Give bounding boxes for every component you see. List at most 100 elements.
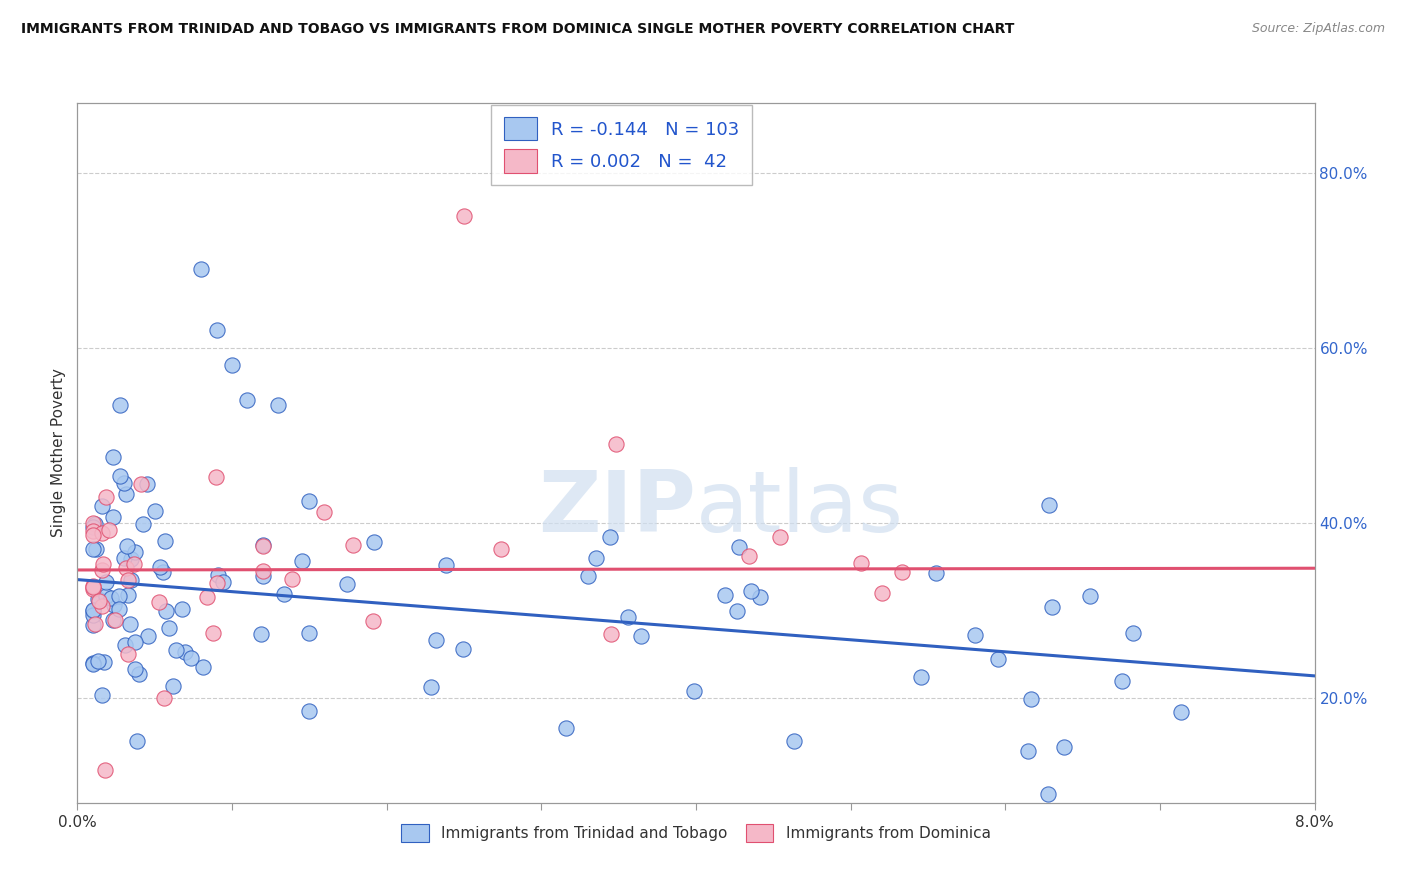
Point (143, 504, 166, 518)
Point (127, 734, 149, 748)
Point (115, 539, 138, 553)
Point (738, 549, 761, 564)
Point (298, 494, 321, 508)
Point (101, 450, 124, 464)
Text: ZIP: ZIP (538, 467, 696, 550)
Point (118, 617, 141, 632)
Point (600, 627, 623, 641)
Point (82, 516, 104, 531)
Point (236, 393, 259, 408)
Point (576, 569, 599, 583)
Point (148, 595, 170, 609)
Point (136, 629, 159, 643)
Point (280, 572, 302, 586)
Point (298, 704, 321, 718)
Point (249, 627, 271, 641)
Point (114, 638, 136, 652)
Point (104, 613, 127, 627)
Point (267, 398, 290, 412)
Point (165, 643, 187, 657)
Point (987, 651, 1010, 665)
Point (273, 587, 295, 601)
Point (91, 558, 114, 572)
Point (683, 683, 706, 698)
Point (128, 667, 150, 681)
Point (117, 573, 139, 587)
Point (555, 721, 578, 735)
Point (434, 558, 457, 572)
Point (599, 530, 621, 544)
Point (82, 617, 104, 632)
Point (1078, 589, 1101, 603)
Point (82, 602, 104, 616)
Point (91, 688, 114, 702)
Point (87, 654, 110, 668)
Point (82, 578, 104, 592)
Point (202, 626, 225, 640)
Point (1122, 625, 1144, 640)
Point (91, 599, 114, 614)
Point (90, 499, 112, 513)
Point (110, 469, 132, 483)
Point (153, 690, 176, 705)
Point (82, 520, 104, 534)
Point (83, 616, 105, 631)
Point (89, 594, 111, 608)
Point (252, 539, 274, 553)
Point (84, 542, 107, 557)
Point (336, 577, 359, 591)
Point (769, 530, 792, 544)
Point (725, 604, 748, 618)
Point (1021, 692, 1043, 706)
Point (173, 645, 195, 659)
Point (193, 660, 215, 674)
Legend: Immigrants from Trinidad and Tobago, Immigrants from Dominica: Immigrants from Trinidad and Tobago, Imm… (395, 818, 997, 847)
Point (112, 551, 135, 566)
Point (489, 542, 512, 557)
Point (162, 679, 184, 693)
Point (605, 437, 627, 451)
Point (207, 568, 229, 582)
Point (190, 261, 212, 276)
Point (849, 556, 872, 570)
Point (90, 563, 112, 577)
Point (115, 487, 138, 501)
Point (100, 591, 122, 605)
Point (129, 476, 152, 491)
Point (252, 564, 274, 578)
Point (152, 565, 174, 579)
Point (1052, 739, 1074, 754)
Point (82, 528, 104, 542)
Point (180, 651, 202, 665)
Point (740, 584, 762, 599)
Point (90, 525, 112, 540)
Point (93, 655, 115, 669)
Point (108, 398, 131, 412)
Point (117, 588, 139, 602)
Point (891, 565, 914, 579)
Point (451, 641, 474, 656)
Point (159, 621, 181, 635)
Point (585, 551, 607, 566)
Point (124, 662, 146, 676)
Point (114, 561, 136, 575)
Point (94, 763, 117, 777)
Point (98, 523, 121, 537)
Point (82, 607, 104, 622)
Point (117, 647, 139, 661)
Point (630, 629, 652, 643)
Point (122, 557, 145, 571)
Point (103, 613, 125, 627)
Point (291, 554, 314, 568)
Point (170, 602, 193, 616)
Point (205, 469, 228, 483)
Point (82, 542, 104, 557)
Point (314, 505, 336, 519)
Point (82, 604, 104, 618)
Point (82, 580, 104, 594)
Point (124, 634, 146, 648)
Point (132, 516, 155, 531)
Point (82, 582, 104, 596)
Point (363, 535, 385, 549)
Point (1170, 705, 1192, 719)
